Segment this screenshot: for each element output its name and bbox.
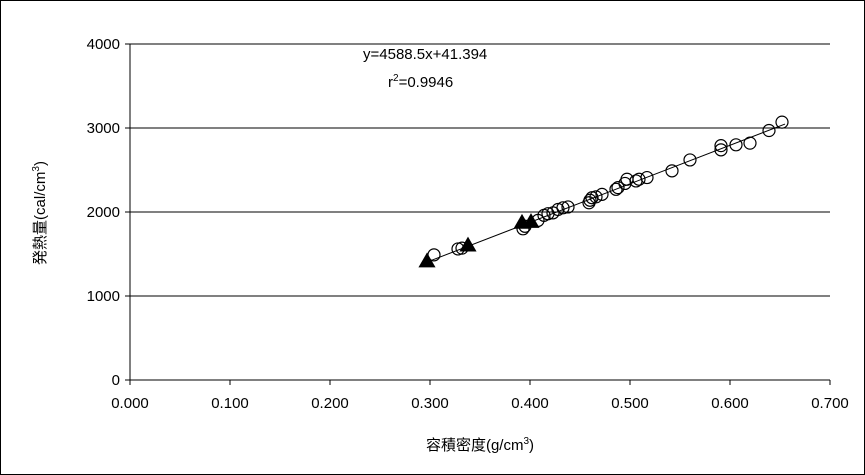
circle-point [762,123,776,138]
y-axis-title: 発熱量(cal/cm3) [31,161,49,265]
circle-point [561,200,575,214]
x-tick-label: 0.300 [411,395,449,412]
data-points [418,115,789,268]
axis-ticks: 0 1000 2000 3000 4000 0.000 0.100 0.200 0.300 0.4… [87,36,849,412]
triangle-point [418,252,436,268]
x-tick-label: 0.000 [111,395,149,412]
circle-point [611,181,625,195]
circle-point [595,187,609,201]
x-tick-label: 0.600 [711,395,749,412]
triangle-point [459,236,477,252]
x-axis-title: 容積密度(g/cm3) [426,436,534,454]
circle-point [589,190,603,204]
circle-point [775,115,789,129]
r-squared-label: r2=0.9946 [388,73,453,91]
trendline-group [426,123,786,263]
x-tick-label: 0.500 [611,395,649,412]
y-tick-label: 4000 [87,36,120,53]
circle-point [683,153,697,167]
circle-point [640,170,654,185]
x-tick-label: 0.200 [311,395,349,412]
circle-point [729,138,743,152]
circle-point [665,164,679,178]
triangle-point [522,213,540,228]
circle-point [551,202,565,217]
circle-point [714,143,728,157]
trendline [426,123,786,263]
x-tick-label: 0.700 [811,395,849,412]
circle-point [556,201,570,215]
x-tick-label: 0.400 [511,395,549,412]
regression-equation: y=4588.5x+41.394 [363,46,487,63]
x-tick-label: 0.100 [211,395,249,412]
circle-point [743,136,757,150]
y-tick-label: 1000 [87,288,120,305]
circle-point [632,172,646,186]
y-tick-label: 0 [112,372,120,389]
y-tick-label: 3000 [87,120,120,137]
circle-point [714,139,728,153]
y-tick-label: 2000 [87,204,120,221]
grid-lines [130,43,830,297]
circle-point [609,182,623,196]
